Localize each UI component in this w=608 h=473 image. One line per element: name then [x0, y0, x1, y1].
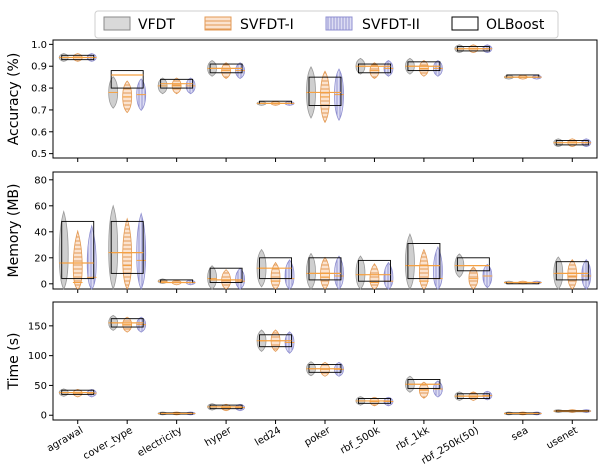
plot-frame [52, 301, 598, 421]
violin-vfdt-poker [306, 252, 316, 290]
legend-swatch-svfdt-ii [325, 16, 353, 31]
violin-svfdt-i-led24 [270, 261, 281, 290]
x-tick-label-usenet: usenet [545, 425, 580, 452]
violin-svfdt-i-cover_type [122, 217, 133, 290]
x-tick-label-rbf_1kk: rbf_1kk [394, 425, 432, 453]
olboost-box-poker [308, 76, 342, 107]
violin-svfdt-i-usenet [567, 259, 578, 290]
legend-entry-olboost: OLBoost [451, 16, 545, 33]
violin-svfdt-ii-rbf_500k [383, 261, 394, 290]
x-tick-label-hyper: hyper [203, 425, 234, 449]
x-tick-label-sea: sea [510, 425, 531, 443]
legend-entry-svfdt-i: SVFDT-I [204, 16, 294, 33]
y-tick-label: 0.9 [31, 62, 47, 73]
y-tick-label: 1.0 [31, 40, 47, 51]
violin-svfdt-ii-led24 [284, 259, 295, 290]
x-tick-label-led24: led24 [253, 425, 283, 449]
olboost-box-hyper [209, 267, 243, 283]
x-tick-label-rbf_500k: rbf_500k [338, 425, 382, 457]
y-tick-label: 150 [28, 321, 47, 332]
y-tick-label: 100 [28, 351, 47, 362]
legend-swatch-svfdt-i [204, 16, 232, 31]
olboost-box-rbf_500k [358, 63, 391, 74]
y-tick-label: 0.5 [31, 149, 47, 160]
legend-entry-svfdt-ii: SVFDT-II [325, 16, 420, 33]
y-tick-label: 80 [34, 175, 47, 186]
y-axis-label: Memory (MB) [6, 184, 22, 278]
violin-svfdt-ii-agrawal [86, 224, 97, 290]
violin-vfdt-cover_type [108, 204, 119, 291]
y-tick-label: 0 [41, 411, 47, 422]
violin-vfdt-rbf_1kk [405, 233, 415, 290]
y-tick-label: 60 [34, 201, 47, 212]
legend: VFDT SVFDT-I SVFDT-II OLBoost [94, 10, 559, 39]
olboost-box-usenet [555, 261, 589, 281]
legend-label-svfdt-ii: SVFDT-II [362, 17, 420, 33]
violin-vfdt-hyper [207, 265, 217, 290]
x-tick-label-agrawal: agrawal [45, 425, 85, 454]
olboost-box-rbf_500k [358, 259, 391, 282]
legend-label-svfdt-i: SVFDT-I [240, 17, 294, 33]
y-tick-label: 0.7 [31, 105, 47, 116]
y-tick-label: 0 [41, 279, 47, 290]
olboost-box-cover_type [110, 220, 144, 274]
violin-vfdt-rbf_500k [355, 255, 366, 290]
violin-svfdt-ii-hyper [235, 267, 245, 290]
y-tick-label: 0.6 [31, 127, 47, 138]
legend-label-olboost: OLBoost [486, 17, 545, 33]
olboost-box-agrawal [61, 220, 95, 280]
legend-swatch-olboost [451, 16, 479, 31]
y-tick-label: 0.8 [31, 84, 47, 95]
y-tick-label: 50 [34, 381, 47, 392]
olboost-box-rbf_1kk [407, 243, 441, 280]
olboost-box-poker [308, 257, 342, 281]
violin-svfdt-i-rbf_1kk [419, 248, 429, 290]
y-tick-label: 20 [34, 253, 47, 264]
olboost-box-rbf_250k(50) [456, 257, 490, 272]
violin-svfdt-ii-poker [334, 255, 344, 290]
chart-panels: 0.5 0.6 0.7 0.8 0.9 1.0 Accuracy (%) 0 20 40 60 80 M… [6, 39, 598, 467]
legend-swatch-vfdt [103, 16, 131, 31]
violin-svfdt-i-rbf_250k(50) [468, 266, 479, 290]
y-tick-label: 40 [34, 227, 47, 238]
y-axis-label: Time (s) [6, 333, 22, 391]
violin-svfdt-i-agrawal [72, 229, 83, 290]
x-tick-label-poker: poker [303, 425, 334, 449]
violin-svfdt-ii-usenet [581, 259, 592, 290]
violin-svfdt-ii-rbf_1kk [433, 246, 443, 290]
legend-entry-vfdt: VFDT [103, 16, 175, 33]
y-axis-label: Accuracy (%) [6, 53, 22, 146]
panel-1: 0.5 0.6 0.7 0.8 0.9 1.0 Accuracy (%) [6, 39, 598, 162]
x-tick-label-cover_type: cover_type [81, 425, 134, 462]
x-tick-label-electricity: electricity [136, 425, 184, 459]
violin-svfdt-ii-cover_type [136, 212, 147, 290]
violin-vfdt-agrawal [58, 210, 69, 290]
violin-svfdt-i-rbf_500k [369, 263, 380, 290]
legend-label-vfdt: VFDT [138, 17, 175, 33]
panel-2: 0 20 40 60 80 Memory (MB) [6, 171, 598, 293]
olboost-box-cover_type [110, 70, 144, 89]
